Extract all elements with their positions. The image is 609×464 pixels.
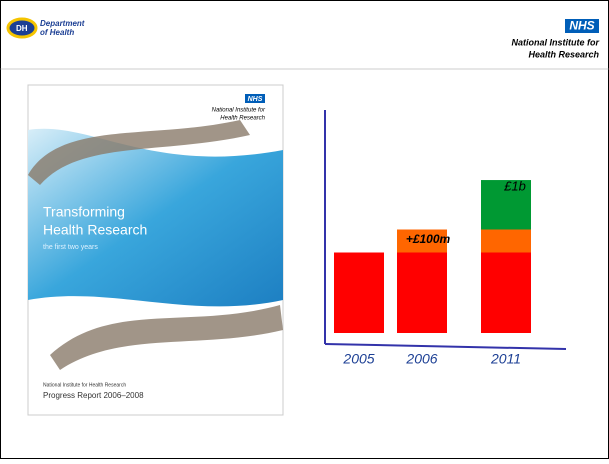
institute-name: National Institute for <box>512 37 600 47</box>
cover-ribbon <box>28 120 250 185</box>
cover-title: Transforming <box>43 204 125 220</box>
cover-report: Progress Report 2006–2008 <box>43 391 144 400</box>
dh-logo-mark <box>8 19 36 37</box>
bar-segment <box>481 180 531 230</box>
dh-logo-ring <box>6 17 38 39</box>
institute-name: Health Research <box>528 49 599 59</box>
cover-nhs-logo <box>245 94 265 103</box>
bar-segment <box>481 229 531 253</box>
cover-subtitle: the first two years <box>43 244 98 251</box>
bar-segment <box>397 229 447 253</box>
bar-segment <box>481 252 531 333</box>
x-axis <box>324 343 567 350</box>
nhs-logo <box>565 19 599 33</box>
dh-name: of Health <box>40 28 74 37</box>
dh-logo-text: DH <box>16 24 28 33</box>
dh-name: Department <box>40 19 85 28</box>
x-tick-label: 2011 <box>490 351 521 367</box>
cover-footer: National Institute for Health Research <box>43 382 126 388</box>
cover-title: Health Research <box>43 222 147 238</box>
annotation: +£100m <box>406 232 451 246</box>
bar-segment <box>334 252 384 333</box>
cover-institute: Health Research <box>220 116 265 122</box>
cover-nhs-text: NHS <box>248 96 263 103</box>
x-tick-label: 2006 <box>405 351 437 367</box>
annotation: £1b <box>503 178 526 193</box>
report-cover: NHS National Institute for Health Resear… <box>27 84 284 416</box>
cover-band <box>28 128 283 307</box>
cover-institute: National Institute for <box>212 108 266 114</box>
bar-segment <box>397 252 447 333</box>
cover-ribbon <box>50 305 283 370</box>
nhs-logo-text: NHS <box>569 19 594 33</box>
x-tick-label: 2005 <box>342 351 374 367</box>
